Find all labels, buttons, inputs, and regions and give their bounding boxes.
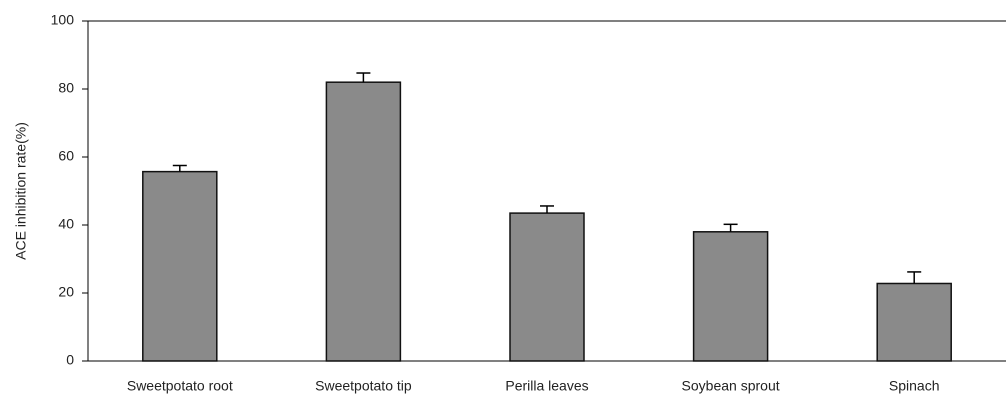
x-tick-label: Perilla leaves	[505, 378, 588, 394]
x-tick-label: Sweetpotato tip	[315, 378, 412, 394]
y-axis-label: ACE inhibition rate(%)	[13, 122, 29, 260]
y-tick-label: 40	[58, 216, 74, 232]
bar	[876, 282, 952, 362]
bar	[692, 231, 769, 362]
y-tick-label: 80	[58, 80, 74, 96]
y-tick-label: 100	[51, 12, 75, 28]
bar	[142, 170, 218, 362]
x-tick-label: Soybean sprout	[682, 378, 780, 394]
y-tick-label: 0	[66, 352, 74, 368]
x-tick-label: Sweetpotato root	[127, 378, 233, 394]
bar	[325, 81, 402, 362]
y-tick-label: 60	[58, 148, 74, 164]
y-tick-label: 20	[58, 284, 74, 300]
bar	[509, 212, 585, 362]
x-tick-label: Spinach	[889, 378, 940, 394]
